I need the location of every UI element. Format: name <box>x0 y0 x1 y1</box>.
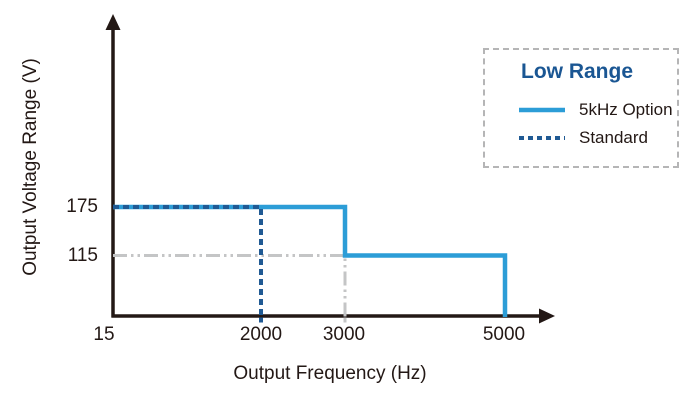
series-115v-guide <box>113 254 347 317</box>
y-axis-arrow-icon <box>105 14 121 30</box>
legend-box: Low Range 5kHz Option Standard <box>483 48 679 168</box>
dashed-line-swatch-icon <box>519 136 565 140</box>
legend-item-label: 5kHz Option <box>579 100 673 119</box>
y-tick-label-115: 115 <box>67 245 98 266</box>
legend-item-label: Standard <box>579 128 648 147</box>
x-axis-title: Output Frequency (Hz) <box>233 363 427 384</box>
series-5khz-option <box>113 204 508 317</box>
x-tick-label-15: 15 <box>93 324 115 345</box>
axes <box>105 14 555 324</box>
legend-title: Low Range <box>521 60 634 83</box>
series-standard <box>113 205 263 317</box>
solid-line-swatch-icon <box>519 107 565 113</box>
legend-item-5khz-option: 5kHz Option <box>519 98 673 122</box>
x-axis-arrow-icon <box>539 308 555 324</box>
x-tick-label-3000: 3000 <box>322 324 366 345</box>
y-tick-label-175: 175 <box>66 196 98 217</box>
legend-item-standard: Standard <box>519 126 648 150</box>
series-layer <box>113 204 508 317</box>
y-axis-title: Output Voltage Range (V) <box>20 58 41 276</box>
x-tick-label-2000: 2000 <box>239 324 283 345</box>
x-tick-label-5000: 5000 <box>482 324 526 345</box>
